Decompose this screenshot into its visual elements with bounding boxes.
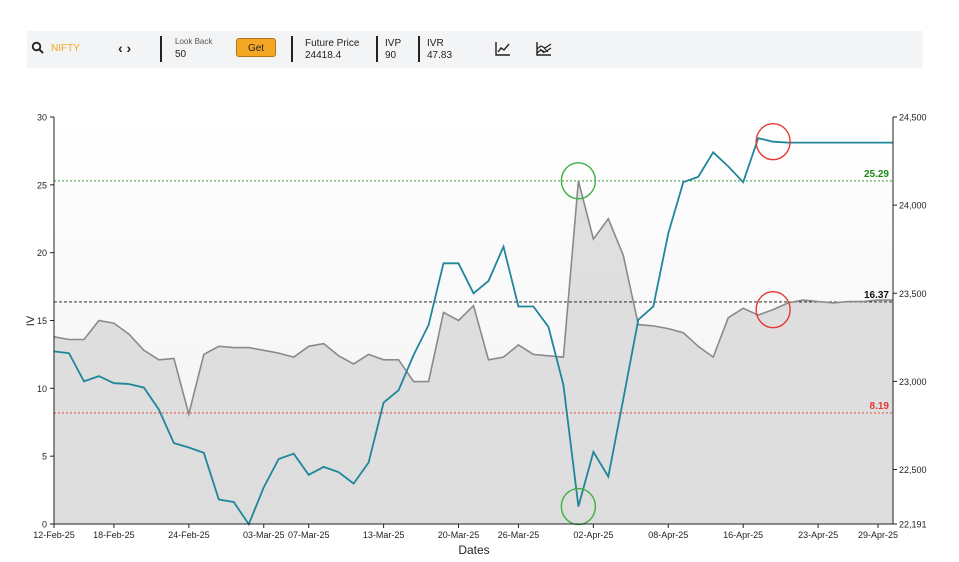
- marker-circle-0: [560, 162, 597, 200]
- y-tick-label: 0: [42, 520, 47, 530]
- ivr-value: 47.83: [427, 50, 453, 61]
- toolbar: NIFTY ‹ › Look Back 50 Get Future Price …: [27, 31, 923, 68]
- y2-tick-label: 22,500: [899, 465, 927, 475]
- ivp-label: IVP: [385, 38, 402, 49]
- iv-chart: 25.29 16.37 8.19 0 5 10 15 20 25 30 22,191 22,500 2…: [25, 113, 927, 558]
- y-tick-label: 25: [37, 180, 47, 190]
- separator: [291, 36, 293, 62]
- reference-label-2: 8.19: [870, 401, 890, 412]
- search-icon[interactable]: [31, 41, 47, 57]
- future-price-label: Future Price: [305, 38, 360, 49]
- reference-label-1: 16.37: [864, 290, 889, 301]
- x-tick-label: 16-Apr-25: [723, 530, 763, 540]
- separator: [376, 36, 378, 62]
- y2-tick-label: 24,000: [899, 201, 927, 211]
- y-tick-label: 10: [37, 384, 47, 394]
- y-axis-label: IV: [25, 315, 37, 326]
- iv-line: [53, 180, 893, 418]
- y-tick-label: 20: [37, 248, 47, 258]
- separator: [160, 36, 162, 62]
- x-tick-label: 08-Apr-25: [648, 530, 688, 540]
- x-tick-label: 18-Feb-25: [93, 530, 135, 540]
- nav-arrows[interactable]: ‹ ›: [118, 40, 132, 56]
- marker-circle-2: [755, 122, 791, 161]
- x-tick-label: 20-Mar-25: [438, 530, 480, 540]
- iv-area: [54, 180, 893, 525]
- y-tick-label: 5: [42, 452, 47, 462]
- lookback-label: Look Back: [175, 37, 213, 46]
- marker-circle-1: [560, 487, 597, 526]
- x-tick-label: 23-Apr-25: [798, 530, 838, 540]
- x-tick-label: 03-Mar-25: [243, 530, 285, 540]
- chart-area: 25.29 16.37 8.19 0 5 10 15 20 25 30 22,191 22,500 2…: [0, 95, 959, 558]
- x-tick-label: 26-Mar-25: [498, 530, 540, 540]
- lookback-value[interactable]: 50: [175, 49, 187, 60]
- x-tick-label: 29-Apr-25: [858, 530, 898, 540]
- y2-tick-label: 23,500: [899, 289, 927, 299]
- get-button[interactable]: Get: [236, 38, 276, 57]
- x-tick-label: 12-Feb-25: [33, 530, 75, 540]
- marker-circle-3: [755, 290, 791, 329]
- y-tick-label: 30: [37, 113, 47, 123]
- area-chart-icon[interactable]: [536, 41, 552, 57]
- x-tick-label: 02-Apr-25: [573, 530, 613, 540]
- y2-tick-label: 24,500: [899, 113, 927, 123]
- x-tick-label: 13-Mar-25: [363, 530, 405, 540]
- x-tick-label: 07-Mar-25: [288, 530, 330, 540]
- symbol-input[interactable]: NIFTY: [51, 43, 80, 54]
- x-axis-label: Dates: [458, 543, 489, 557]
- future-price-value: 24418.4: [305, 50, 342, 61]
- y2-tick-label: 22,191: [899, 520, 927, 530]
- line-chart-icon[interactable]: [495, 41, 511, 57]
- reference-label-0: 25.29: [864, 169, 889, 180]
- ivr-label: IVR: [427, 38, 444, 49]
- separator: [418, 36, 420, 62]
- future-price-line: [53, 137, 893, 527]
- y-tick-label: 15: [37, 316, 47, 326]
- y2-tick-label: 23,000: [899, 377, 927, 387]
- x-tick-label: 24-Feb-25: [168, 530, 210, 540]
- ivp-value: 90: [385, 50, 397, 61]
